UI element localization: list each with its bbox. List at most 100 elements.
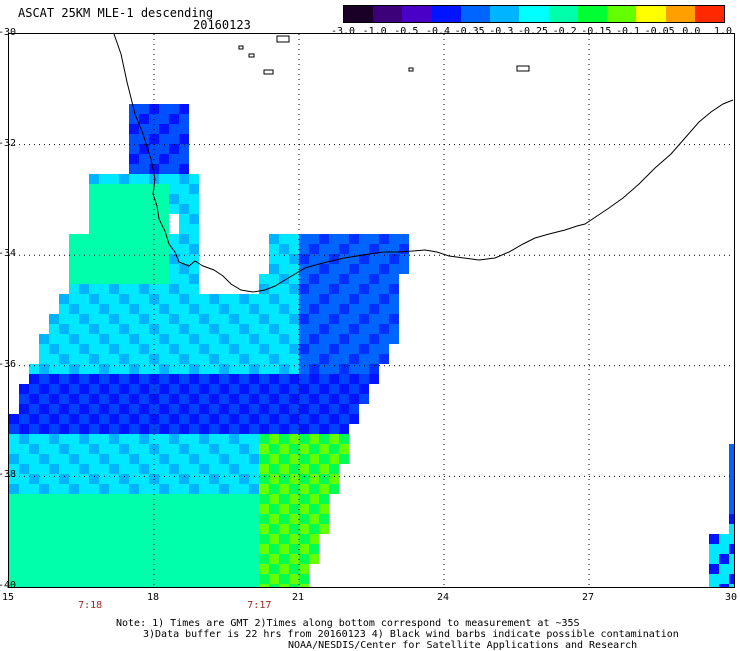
mle-cell <box>189 184 199 194</box>
mle-cell <box>109 444 119 454</box>
mle-cell <box>359 304 369 314</box>
mle-cell <box>119 294 129 304</box>
mle-cell <box>219 404 229 414</box>
mle-cell <box>179 534 189 544</box>
colorbar-tick-label: -0.15 <box>581 26 612 37</box>
mle-cell <box>349 324 359 334</box>
mle-cell <box>129 194 139 204</box>
mle-cell <box>169 584 179 594</box>
mle-cell <box>79 494 89 504</box>
mle-cell <box>239 554 249 564</box>
mle-cell <box>79 264 89 274</box>
mle-cell <box>9 564 19 574</box>
mle-cell <box>309 394 319 404</box>
mle-cell <box>89 494 99 504</box>
mle-cell <box>169 174 179 184</box>
mle-cell <box>199 314 209 324</box>
mle-cell <box>49 354 59 364</box>
mle-cell <box>59 524 69 534</box>
mle-cell <box>279 534 289 544</box>
mle-cell <box>259 354 269 364</box>
mle-cell <box>49 414 59 424</box>
mle-cell <box>719 584 729 594</box>
mle-cell <box>289 374 299 384</box>
mle-cell <box>89 484 99 494</box>
mle-cell <box>279 334 289 344</box>
mle-cell <box>339 264 349 274</box>
colorbar-swatch <box>460 6 491 22</box>
mle-cell <box>179 414 189 424</box>
mle-cell <box>209 504 219 514</box>
mle-cell <box>139 174 149 184</box>
mle-cell <box>189 174 199 184</box>
mle-cell <box>199 564 209 574</box>
mle-cell <box>349 234 359 244</box>
mle-cell <box>229 424 239 434</box>
mle-cell <box>39 544 49 554</box>
pass-time-label: 7:18 <box>78 600 103 611</box>
mle-cell <box>129 464 139 474</box>
mle-cell <box>289 384 299 394</box>
mle-cell <box>129 204 139 214</box>
mle-cell <box>269 444 279 454</box>
mle-cell <box>119 354 129 364</box>
mle-cell <box>229 344 239 354</box>
mle-cell <box>319 294 329 304</box>
mle-cell <box>209 474 219 484</box>
mle-cell <box>219 424 229 434</box>
mle-cell <box>709 534 719 544</box>
mle-cell <box>119 394 129 404</box>
latitude-label: -36 <box>0 358 17 370</box>
mle-cell <box>39 384 49 394</box>
colorbar-swatches <box>344 6 725 22</box>
mle-cell <box>129 404 139 414</box>
mle-cell <box>109 174 119 184</box>
mle-cell <box>79 294 89 304</box>
mle-cell <box>169 394 179 404</box>
mle-cell <box>129 284 139 294</box>
mle-cell <box>129 554 139 564</box>
mle-cell <box>109 264 119 274</box>
mle-cell <box>189 214 199 224</box>
mle-cell <box>299 494 309 504</box>
mle-cell <box>269 524 279 534</box>
mle-cell <box>99 494 109 504</box>
mle-cell <box>129 294 139 304</box>
mle-cell <box>289 574 299 584</box>
mle-cell <box>329 234 339 244</box>
mle-cell <box>359 344 369 354</box>
mle-cell <box>209 334 219 344</box>
mle-cell <box>319 284 329 294</box>
mle-cell <box>39 474 49 484</box>
mle-cell <box>169 564 179 574</box>
mle-cell <box>169 534 179 544</box>
mle-cell <box>219 334 229 344</box>
mle-cell <box>159 324 169 334</box>
mle-cell <box>179 554 189 564</box>
mle-cell <box>229 474 239 484</box>
mle-cell <box>719 544 729 554</box>
mle-cell <box>19 474 29 484</box>
mle-cell <box>289 274 299 284</box>
mle-cell <box>119 524 129 534</box>
mle-cell <box>189 484 199 494</box>
mle-cell <box>59 484 69 494</box>
mle-cell <box>189 234 199 244</box>
mle-cell <box>299 474 309 484</box>
mle-cell <box>89 394 99 404</box>
mle-cell <box>359 384 369 394</box>
mle-cell <box>249 574 259 584</box>
mle-cell <box>109 214 119 224</box>
mle-cell <box>269 234 279 244</box>
mle-cell <box>269 554 279 564</box>
mle-cell <box>69 404 79 414</box>
mle-cell <box>239 394 249 404</box>
island-4 <box>276 35 290 43</box>
mle-cell <box>379 234 389 244</box>
mle-cell <box>39 394 49 404</box>
mle-cell <box>209 404 219 414</box>
mle-cell <box>189 304 199 314</box>
mle-cell <box>199 574 209 584</box>
mle-cell <box>729 524 739 534</box>
mle-cell <box>169 234 179 244</box>
